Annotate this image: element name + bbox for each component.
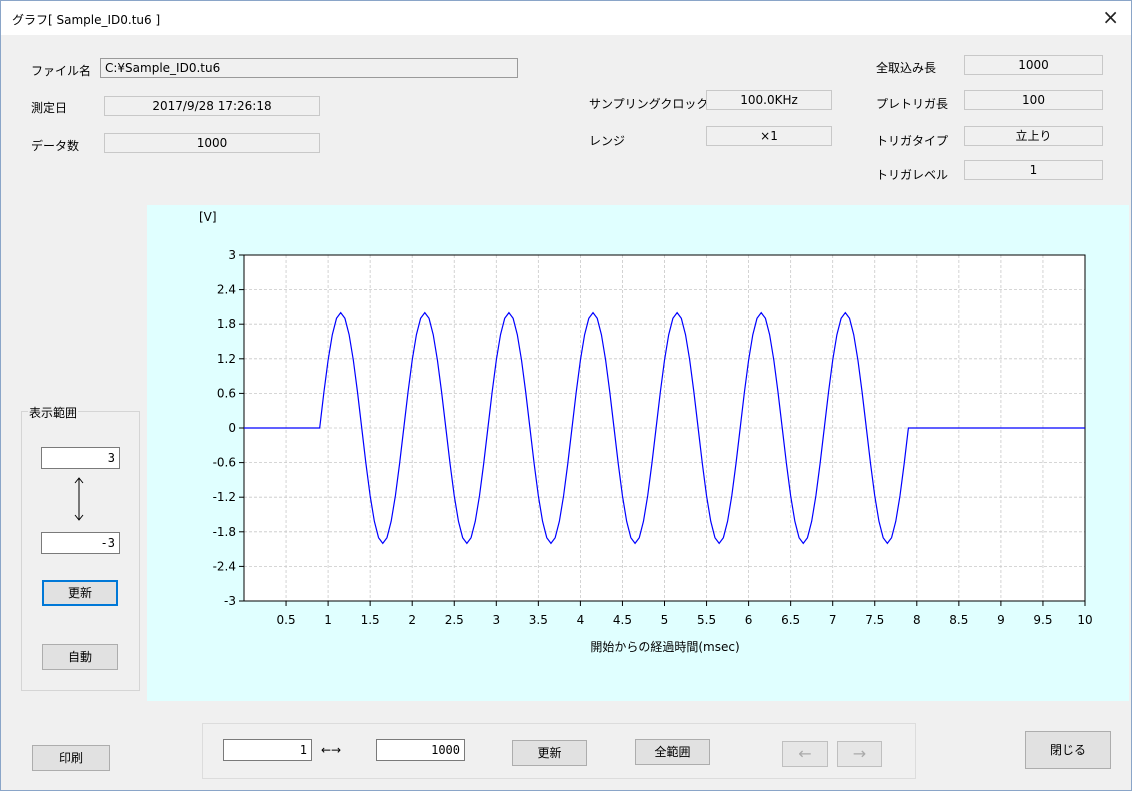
nav-update-button[interactable]: 更新 bbox=[512, 740, 587, 766]
x-tick-label: 8 bbox=[913, 613, 921, 627]
x-tick-label: 7 bbox=[829, 613, 837, 627]
x-tick-label: 5 bbox=[661, 613, 669, 627]
x-tick-label: 9 bbox=[997, 613, 1005, 627]
x-tick-label: 1 bbox=[324, 613, 332, 627]
measure-date-field: 2017/9/28 17:26:18 bbox=[104, 96, 320, 116]
x-tick-label: 9.5 bbox=[1033, 613, 1052, 627]
x-tick-label: 3 bbox=[492, 613, 500, 627]
start-point-input[interactable]: 1 bbox=[223, 739, 312, 761]
x-tick-label: 6.5 bbox=[781, 613, 800, 627]
trigger-type-label: トリガタイプ bbox=[876, 134, 949, 148]
y-tick-label: -1.8 bbox=[213, 525, 236, 539]
x-tick-label: 2.5 bbox=[445, 613, 464, 627]
range-field: ×1 bbox=[706, 126, 832, 146]
y-tick-label: -2.4 bbox=[213, 559, 236, 573]
up-down-arrow-icon bbox=[74, 477, 84, 521]
x-tick-label: 7.5 bbox=[865, 613, 884, 627]
trigger-level-field: 1 bbox=[964, 160, 1103, 180]
data-count-label: データ数 bbox=[31, 139, 80, 153]
y-tick-label: 1.2 bbox=[217, 352, 236, 366]
y-tick-label: 2.4 bbox=[217, 283, 236, 297]
x-tick-label: 10 bbox=[1077, 613, 1092, 627]
trigger-level-label: トリガレベル bbox=[876, 168, 949, 182]
pretrigger-length-field: 100 bbox=[964, 90, 1103, 110]
x-tick-label: 0.5 bbox=[277, 613, 296, 627]
x-tick-label: 4.5 bbox=[613, 613, 632, 627]
range-update-button[interactable]: 更新 bbox=[42, 580, 118, 606]
range-min-input[interactable]: -3 bbox=[41, 532, 120, 554]
total-length-field: 1000 bbox=[964, 55, 1103, 75]
data-count-field: 1000 bbox=[104, 133, 320, 153]
next-page-button[interactable]: → bbox=[837, 741, 882, 767]
y-tick-label: 0 bbox=[228, 421, 236, 435]
range-auto-button[interactable]: 自動 bbox=[42, 644, 118, 670]
chart-grid bbox=[244, 254, 1086, 602]
x-tick-label: 6 bbox=[745, 613, 753, 627]
x-tick-label: 5.5 bbox=[697, 613, 716, 627]
y-tick-label: -3 bbox=[224, 594, 236, 608]
x-tick-label: 4 bbox=[577, 613, 585, 627]
display-range-group bbox=[21, 411, 140, 691]
plot-area: 0.5 1 1.5 2 2.5 3 3.5 4 4.5 5 5.5 6 6.5 7 7.5 8 8.5 9 9.5 1… bbox=[147, 205, 1129, 701]
axis-ticks: 0.5 1 1.5 2 2.5 3 3.5 4 4.5 5 5.5 6 6.5 7 7.5 8 8.5 9 9.5 1… bbox=[213, 248, 1093, 627]
waveform-chart: 0.5 1 1.5 2 2.5 3 3.5 4 4.5 5 5.5 6 6.5 7 7.5 8 8.5 9 9.5 1… bbox=[199, 210, 1093, 654]
y-tick-label: 3 bbox=[228, 248, 236, 262]
navigation-panel bbox=[202, 723, 916, 779]
total-length-label: 全取込み長 bbox=[876, 61, 937, 75]
x-tick-label: 2 bbox=[408, 613, 416, 627]
prev-page-button[interactable]: ← bbox=[782, 741, 828, 767]
display-range-title: 表示範囲 bbox=[28, 404, 79, 421]
close-icon[interactable]: × bbox=[1102, 5, 1119, 29]
y-axis-label: [V] bbox=[199, 210, 217, 224]
x-tick-label: 1.5 bbox=[361, 613, 380, 627]
window-title: グラフ[ Sample_ID0.tu6 ] bbox=[12, 13, 161, 27]
end-point-input[interactable]: 1000 bbox=[376, 739, 465, 761]
range-max-input[interactable]: 3 bbox=[41, 447, 120, 469]
range-arrow-text: ←→ bbox=[321, 743, 342, 757]
title-bar: グラフ[ Sample_ID0.tu6 ] × bbox=[1, 1, 1131, 35]
y-tick-label: -0.6 bbox=[213, 456, 236, 470]
sampling-clock-label: サンプリングクロック bbox=[589, 97, 709, 111]
file-name-label: ファイル名 bbox=[31, 64, 92, 78]
x-axis-label: 開始からの経過時間(msec) bbox=[590, 640, 739, 654]
file-name-field: C:¥Sample_ID0.tu6 bbox=[100, 58, 518, 78]
close-button[interactable]: 閉じる bbox=[1025, 731, 1111, 769]
pretrigger-length-label: プレトリガ長 bbox=[876, 97, 949, 111]
print-button[interactable]: 印刷 bbox=[32, 745, 110, 771]
full-range-button[interactable]: 全範囲 bbox=[635, 739, 710, 765]
y-tick-label: 1.8 bbox=[217, 317, 236, 331]
range-label: レンジ bbox=[589, 134, 626, 148]
y-tick-label: -1.2 bbox=[213, 490, 236, 504]
y-tick-label: 0.6 bbox=[217, 386, 236, 400]
x-tick-label: 8.5 bbox=[949, 613, 968, 627]
series-line bbox=[244, 311, 1085, 545]
trigger-type-field: 立上り bbox=[964, 126, 1103, 146]
x-tick-label: 3.5 bbox=[529, 613, 548, 627]
measure-date-label: 測定日 bbox=[31, 101, 68, 115]
sampling-clock-field: 100.0KHz bbox=[706, 90, 832, 110]
